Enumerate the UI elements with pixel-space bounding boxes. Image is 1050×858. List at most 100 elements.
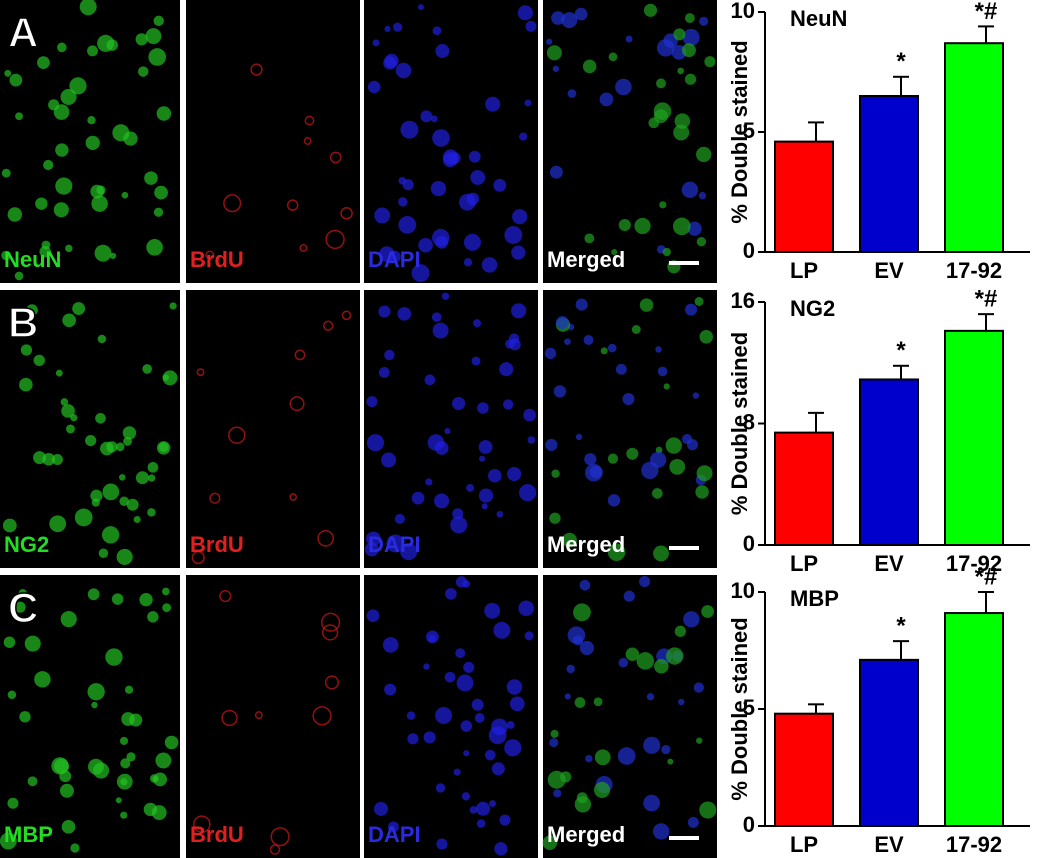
- cell: [325, 229, 345, 250]
- cell: [122, 426, 137, 440]
- cell: [386, 534, 405, 553]
- cell: [692, 392, 700, 399]
- cell: [665, 647, 684, 665]
- cell: [382, 637, 399, 653]
- cell: [656, 78, 666, 89]
- cell: [701, 605, 714, 618]
- cell: [674, 113, 691, 129]
- cell: [665, 437, 682, 454]
- cell: [615, 78, 632, 96]
- cell: [639, 575, 651, 588]
- cell: [156, 441, 171, 455]
- cell: [65, 244, 73, 253]
- cell: [417, 4, 424, 11]
- cell: [466, 192, 480, 206]
- cell: [653, 545, 669, 562]
- significance: *: [896, 612, 906, 639]
- micrograph: [186, 0, 360, 283]
- cell: [549, 512, 561, 524]
- cell: [34, 671, 51, 688]
- cell: [475, 801, 491, 816]
- cell: [524, 99, 532, 107]
- cell: [367, 80, 381, 94]
- cell: [455, 648, 466, 659]
- cell: [496, 510, 504, 518]
- cell: [511, 303, 527, 319]
- cell: [153, 207, 164, 217]
- bar: [774, 431, 834, 546]
- cell: [87, 683, 105, 701]
- cell: [622, 392, 635, 405]
- cell: [582, 59, 597, 74]
- cell: [19, 377, 33, 392]
- cell: [468, 150, 481, 163]
- cell: [381, 452, 397, 468]
- cell: [499, 362, 514, 377]
- bar: [859, 95, 919, 253]
- cell: [519, 484, 537, 502]
- cell: [432, 26, 442, 36]
- cell: [98, 548, 109, 559]
- cell: [95, 412, 106, 424]
- cell: [509, 338, 521, 351]
- bar: [859, 378, 919, 546]
- cell: [502, 399, 514, 410]
- channel-label: DAPI: [368, 822, 421, 847]
- cell: [378, 305, 391, 318]
- cell: [698, 191, 707, 200]
- cell: [366, 609, 380, 623]
- cell: [471, 698, 484, 711]
- cell: [648, 117, 660, 129]
- cell: [139, 593, 153, 607]
- cell: [652, 488, 663, 499]
- cell: [579, 640, 594, 656]
- cell: [546, 38, 553, 45]
- cell: [696, 737, 703, 744]
- bar: [859, 658, 919, 827]
- cell: [584, 453, 597, 466]
- cell: [35, 197, 48, 210]
- cell: [507, 466, 522, 482]
- cell: [655, 346, 662, 353]
- cell: [431, 312, 442, 322]
- cell: [51, 757, 69, 775]
- cell: [286, 199, 299, 211]
- cell: [324, 675, 340, 690]
- cell: [425, 478, 433, 486]
- y-axis-label: % Double stained: [727, 332, 752, 515]
- cell: [383, 56, 397, 70]
- cell: [424, 374, 436, 386]
- cell: [672, 217, 691, 236]
- x-tick-label: LP: [790, 258, 818, 283]
- bar: [774, 140, 834, 254]
- cell: [0, 832, 17, 850]
- cell: [607, 494, 621, 507]
- cell: [9, 73, 23, 87]
- cell: [219, 589, 232, 603]
- cell: [444, 671, 456, 683]
- cell: [444, 428, 451, 435]
- cell: [123, 131, 138, 146]
- cell: [551, 469, 560, 478]
- cell: [669, 458, 686, 475]
- cell: [1, 250, 11, 261]
- cell: [152, 775, 159, 782]
- cell: [682, 28, 700, 46]
- cell: [121, 191, 129, 199]
- cell: [407, 733, 419, 745]
- cell: [618, 657, 629, 668]
- cell: [673, 124, 690, 141]
- cell: [639, 298, 654, 312]
- cell: [90, 489, 103, 502]
- cell: [299, 244, 308, 252]
- cell: [634, 217, 651, 235]
- cell: [551, 11, 565, 25]
- cell: [60, 398, 69, 406]
- y-tick-label: 8: [743, 409, 755, 434]
- cell: [584, 233, 595, 244]
- cell: [485, 749, 496, 761]
- cell: [85, 435, 97, 447]
- cell: [452, 508, 464, 520]
- cell: [55, 143, 69, 157]
- cell: [303, 137, 312, 145]
